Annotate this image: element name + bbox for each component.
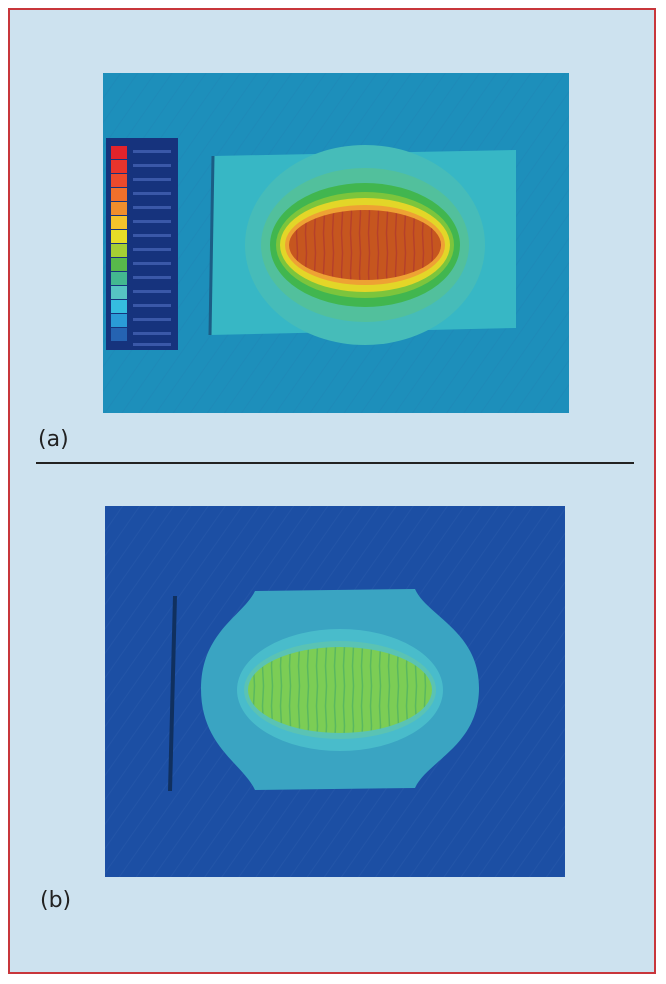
heatmap-b xyxy=(105,506,565,877)
panel-label-a: (a) xyxy=(38,427,69,452)
panel-divider xyxy=(36,462,634,464)
simulation-image-a xyxy=(103,73,569,413)
heatmap-a xyxy=(103,73,569,413)
simulation-image-b xyxy=(105,506,565,877)
panel-label-b: (b) xyxy=(40,888,72,913)
figure-frame: (a) (b) xyxy=(8,8,656,974)
legend-color-bar xyxy=(111,146,127,341)
